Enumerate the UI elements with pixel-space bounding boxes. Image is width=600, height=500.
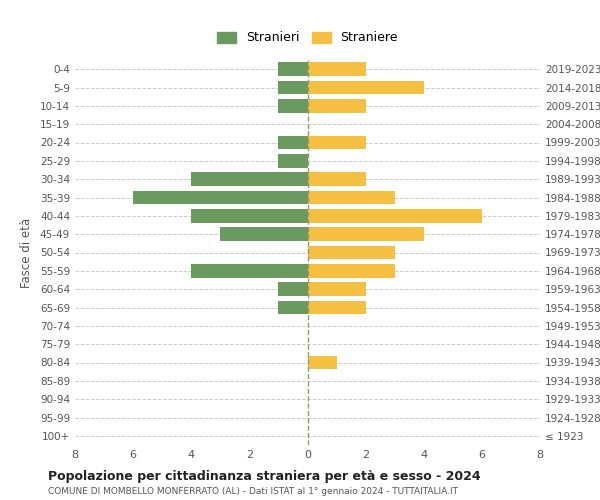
Bar — [133, 190, 308, 204]
Bar — [278, 99, 308, 112]
Bar — [308, 62, 365, 76]
Text: COMUNE DI MOMBELLO MONFERRATO (AL) - Dati ISTAT al 1° gennaio 2024 - TUTTAITALIA: COMUNE DI MOMBELLO MONFERRATO (AL) - Dat… — [48, 488, 458, 496]
Bar — [308, 190, 395, 204]
Bar — [308, 300, 365, 314]
Bar — [308, 209, 482, 222]
Bar — [308, 228, 424, 241]
Text: Popolazione per cittadinanza straniera per età e sesso - 2024: Popolazione per cittadinanza straniera p… — [48, 470, 481, 483]
Bar — [191, 209, 308, 222]
Bar — [278, 154, 308, 168]
Bar — [278, 62, 308, 76]
Bar — [191, 172, 308, 186]
Bar — [220, 228, 308, 241]
Bar — [308, 246, 395, 260]
Bar — [278, 80, 308, 94]
Y-axis label: Fasce di età: Fasce di età — [20, 218, 33, 288]
Bar — [308, 356, 337, 370]
Bar — [191, 264, 308, 278]
Bar — [308, 136, 365, 149]
Bar — [308, 264, 395, 278]
Bar — [308, 80, 424, 94]
Bar — [308, 282, 365, 296]
Bar — [308, 172, 365, 186]
Bar — [278, 282, 308, 296]
Bar — [308, 99, 365, 112]
Bar — [278, 300, 308, 314]
Legend: Stranieri, Straniere: Stranieri, Straniere — [213, 28, 402, 48]
Bar — [278, 136, 308, 149]
